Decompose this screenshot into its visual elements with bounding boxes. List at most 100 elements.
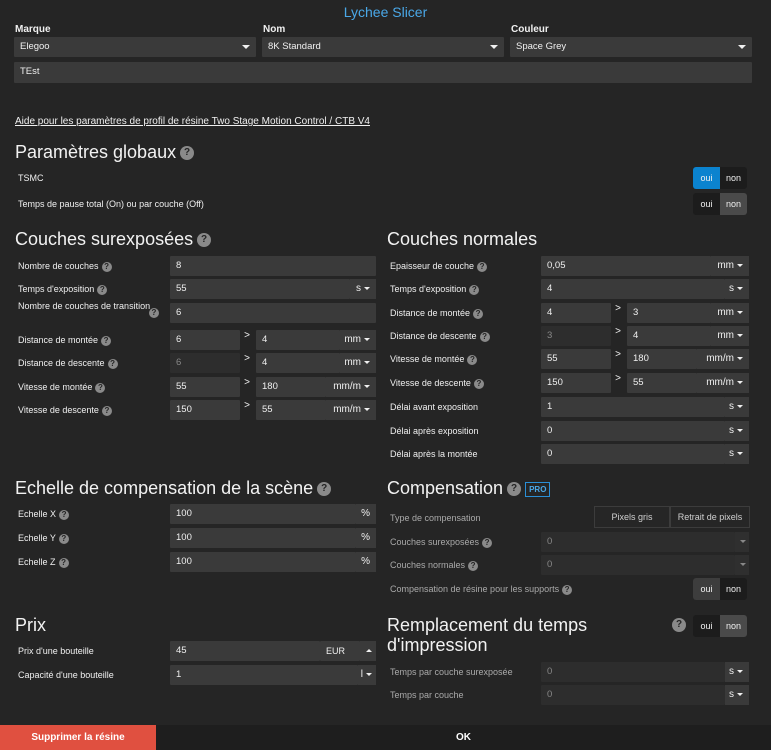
normal-delay-after-input[interactable]: 0	[541, 421, 725, 441]
comp-supports-toggle[interactable]: oui non	[693, 578, 747, 600]
delete-resin-button[interactable]: Supprimer la résine	[0, 725, 156, 750]
comp-over-spinner[interactable]	[735, 532, 749, 552]
normal-delay-before-input[interactable]: 1	[541, 397, 725, 417]
comp-type-segmented[interactable]: Pixels gris Retrait de pixels	[594, 506, 750, 528]
bottle-capacity-input[interactable]: 1	[170, 665, 358, 685]
over-retract-distance-unit-select[interactable]: mm	[340, 353, 376, 373]
help-icon[interactable]: ?	[468, 560, 479, 571]
over-exposure-input[interactable]: 55	[170, 279, 350, 299]
scale-x-input[interactable]: 100	[170, 504, 356, 524]
normal-lift-distance-input-1[interactable]: 4	[541, 303, 611, 323]
over-transition-input[interactable]: 6	[170, 303, 376, 323]
pause-toggle[interactable]: oui non	[693, 193, 747, 215]
help-icon[interactable]: ?	[95, 382, 106, 393]
help-icon[interactable]: ?	[473, 308, 484, 319]
over-lift-distance-input-1[interactable]: 6	[170, 330, 240, 350]
normal-retract-distance-input-2[interactable]: 4	[627, 326, 711, 346]
capacity-unit-select[interactable]: l	[358, 665, 376, 685]
normal-delay-lift-unit-select[interactable]: s	[725, 444, 749, 464]
replace-layer-unit-select[interactable]: s	[725, 685, 749, 705]
help-icon[interactable]: ?	[317, 482, 332, 497]
color-select[interactable]: Space Grey	[510, 37, 752, 57]
pause-off-option[interactable]: non	[720, 193, 747, 215]
tsmc-toggle[interactable]: oui non	[693, 167, 747, 189]
help-icon[interactable]: ?	[479, 331, 490, 342]
help-icon[interactable]: ?	[197, 233, 212, 248]
over-retract-speed-unit-select[interactable]: mm/m	[326, 400, 376, 420]
comp-normal-spinner[interactable]	[735, 555, 749, 575]
normal-delay-before-unit-select[interactable]: s	[725, 397, 749, 417]
normal-lift-distance-unit-select[interactable]: mm	[711, 303, 749, 323]
over-exposure-unit-select[interactable]: s	[350, 279, 376, 299]
help-icon[interactable]: ?	[562, 584, 573, 595]
comp-normal-input[interactable]: 0	[541, 555, 735, 575]
normal-thickness-input[interactable]: 0,05	[541, 256, 711, 276]
normal-delay-after-unit-select[interactable]: s	[725, 421, 749, 441]
over-retract-distance-input-2[interactable]: 4	[256, 353, 340, 373]
comp-type-pixel-shrink[interactable]: Retrait de pixels	[670, 506, 750, 528]
help-icon[interactable]: ?	[58, 557, 69, 568]
normal-lift-distance-input-2[interactable]: 3	[627, 303, 711, 323]
normal-retract-distance-unit-select[interactable]: mm	[711, 326, 749, 346]
help-link[interactable]: Aide pour les paramètres de profil de ré…	[15, 116, 370, 127]
help-icon[interactable]: ?	[59, 509, 70, 520]
comp-over-input[interactable]: 0	[541, 532, 735, 552]
profile-name-input[interactable]: TEst	[14, 62, 752, 83]
help-icon[interactable]: ?	[107, 358, 118, 369]
ok-button[interactable]: OK	[156, 725, 771, 750]
brand-select[interactable]: Elegoo	[14, 37, 256, 57]
normal-retract-speed-input-1[interactable]: 150	[541, 373, 611, 393]
replace-over-input[interactable]: 0	[541, 662, 725, 682]
help-icon[interactable]: ?	[467, 354, 478, 365]
currency-spinner[interactable]	[360, 641, 376, 661]
help-icon[interactable]: ?	[180, 146, 195, 161]
tsmc-off-option[interactable]: non	[725, 173, 742, 183]
help-icon[interactable]: ?	[149, 308, 159, 318]
normal-thickness-unit-select[interactable]: mm	[711, 256, 749, 276]
normal-lift-speed-unit-select[interactable]: mm/m	[697, 349, 749, 369]
over-lift-speed-unit-select[interactable]: mm/m	[326, 377, 376, 397]
replace-layer-input[interactable]: 0	[541, 685, 725, 705]
name-select[interactable]: 8K Standard	[262, 37, 504, 57]
help-icon[interactable]: ?	[101, 335, 112, 346]
over-lift-speed-input-1[interactable]: 55	[170, 377, 240, 397]
replace-over-unit-select[interactable]: s	[725, 662, 749, 682]
normal-lift-speed-input-2[interactable]: 180	[627, 349, 697, 369]
comp-supports-off-option[interactable]: non	[725, 584, 742, 594]
help-icon[interactable]: ?	[482, 537, 493, 548]
normal-retract-distance-input-1[interactable]: 3	[541, 326, 611, 346]
replace-off-option[interactable]: non	[720, 615, 747, 637]
scale-y-input[interactable]: 100	[170, 528, 356, 548]
over-lift-speed-input-2[interactable]: 180	[256, 377, 326, 397]
help-icon[interactable]: ?	[101, 405, 112, 416]
bottle-price-input[interactable]: 45	[170, 641, 320, 661]
over-lift-distance-input-2[interactable]: 4	[256, 330, 340, 350]
normal-retract-speed-input-2[interactable]: 55	[627, 373, 697, 393]
normal-lift-speed-input-1[interactable]: 55	[541, 349, 611, 369]
comp-supports-on-option[interactable]: oui	[693, 578, 720, 600]
help-icon[interactable]: ?	[507, 482, 522, 497]
comp-type-grey-pixels[interactable]: Pixels gris	[594, 506, 670, 528]
normal-retract-speed-unit-select[interactable]: mm/m	[697, 373, 749, 393]
help-icon[interactable]: ?	[473, 378, 484, 389]
over-retract-speed-input-1[interactable]: 150	[170, 400, 240, 420]
help-icon[interactable]: ?	[469, 284, 480, 295]
tsmc-on-option[interactable]: oui	[693, 167, 720, 189]
replace-on-option[interactable]: oui	[700, 621, 713, 631]
help-icon[interactable]: ?	[58, 533, 69, 544]
over-retract-distance-input-1[interactable]: 6	[170, 353, 240, 373]
normal-delay-lift-input[interactable]: 0	[541, 444, 725, 464]
help-icon[interactable]: ?	[97, 284, 108, 295]
help-icon[interactable]: ?	[101, 261, 112, 272]
currency-field[interactable]: EUR	[320, 641, 360, 661]
pause-on-option[interactable]: oui	[700, 199, 713, 209]
over-lift-distance-unit-select[interactable]: mm	[340, 330, 376, 350]
normal-exposure-input[interactable]: 4	[541, 279, 725, 299]
replace-toggle[interactable]: oui non	[693, 615, 747, 637]
over-layers-input[interactable]: 8	[170, 256, 376, 276]
over-retract-speed-input-2[interactable]: 55	[256, 400, 326, 420]
scale-z-input[interactable]: 100	[170, 552, 356, 572]
help-icon[interactable]: ?	[477, 261, 488, 272]
help-icon[interactable]: ?	[672, 618, 686, 632]
normal-exposure-unit-select[interactable]: s	[725, 279, 749, 299]
